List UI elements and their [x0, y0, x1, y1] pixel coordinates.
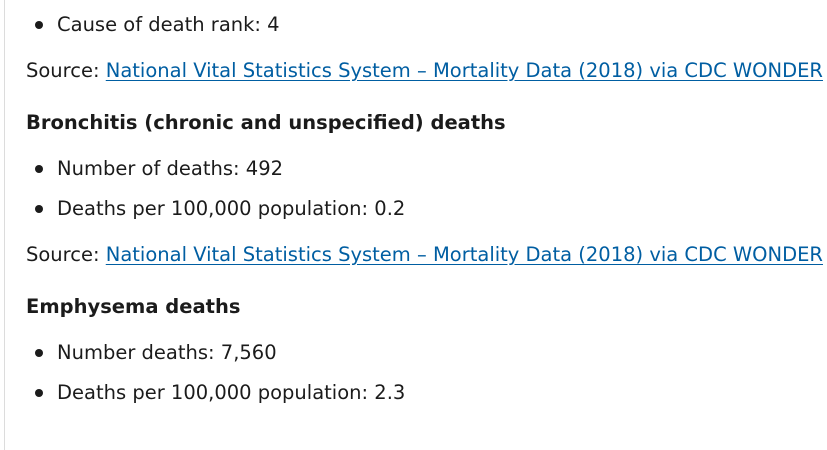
source-line-2: Source: National Vital Statistics System… — [26, 229, 827, 281]
source-prefix: Source: — [26, 59, 100, 82]
source-prefix: Source: — [26, 243, 100, 266]
list-item-emphysema-deaths: Number deaths: 7,560 — [26, 333, 827, 373]
list-item-bronchitis-rate: Deaths per 100,000 population: 0.2 — [26, 189, 827, 229]
list-item-bronchitis-deaths: Number of deaths: 492 — [26, 149, 827, 189]
top-stats-list: Cause of death rank: 4 — [26, 5, 827, 45]
emphysema-heading: Emphysema deaths — [26, 295, 241, 318]
emphysema-stats-list: Number deaths: 7,560 Deaths per 100,000 … — [26, 333, 827, 413]
source-link-2[interactable]: National Vital Statistics System – Morta… — [105, 243, 823, 266]
list-item-cause-rank: Cause of death rank: 4 — [26, 5, 827, 45]
bronchitis-heading: Bronchitis (chronic and unspecified) dea… — [26, 111, 506, 134]
left-border — [4, 0, 5, 450]
main-content: Cause of death rank: 4 Source: National … — [26, 0, 827, 413]
bronchitis-stats-list: Number of deaths: 492 Deaths per 100,000… — [26, 149, 827, 229]
source-line-1: Source: National Vital Statistics System… — [26, 45, 827, 97]
source-link-1[interactable]: National Vital Statistics System – Morta… — [105, 59, 823, 82]
list-item-emphysema-rate: Deaths per 100,000 population: 2.3 — [26, 373, 827, 413]
